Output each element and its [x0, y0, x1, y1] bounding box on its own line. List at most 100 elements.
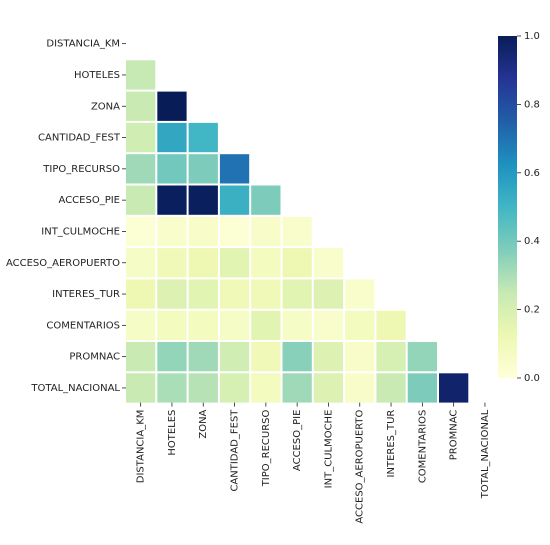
heatmap-cell [345, 279, 375, 309]
heatmap-cell [251, 342, 281, 372]
heatmap-cell [219, 373, 250, 403]
column-label: PROMNAC [449, 410, 460, 461]
heatmap-cell [282, 216, 312, 247]
column-label: INT_CULMOCHE [323, 410, 334, 489]
heatmap-cell [219, 248, 250, 278]
heatmap-cell [251, 373, 281, 403]
heatmap-cell [126, 248, 156, 278]
heatmap-cell [188, 279, 218, 309]
column-label: CANTIDAD_FEST [230, 409, 241, 492]
row-label: INT_CULMOCHE [41, 226, 120, 237]
heatmap-cell [188, 373, 218, 403]
colorbar: 0.0 0.2 0.4 0.6 0.8 1.0 [498, 31, 540, 384]
colorbar-ticks: 0.0 0.2 0.4 0.6 0.8 1.0 [517, 31, 540, 384]
heatmap-cell [157, 185, 187, 215]
colorbar-tick-label: 0.2 [524, 305, 540, 316]
heatmap-cell [282, 342, 312, 372]
heatmap-cell [188, 342, 218, 372]
heatmap-cell [126, 60, 156, 90]
heatmap-cell [157, 91, 187, 121]
heatmap-cell [157, 154, 187, 184]
colorbar-tick-label: 0.6 [524, 168, 540, 179]
row-labels: DISTANCIA_KM HOTELES ZONA CANTIDAD_FEST TIPO… [6, 39, 126, 394]
heatmap-cell [313, 342, 344, 372]
column-label: TIPO_RECURSO [261, 409, 272, 487]
heatmap-cell [313, 373, 344, 403]
heatmap-cell [251, 248, 281, 278]
column-label: COMENTARIOS [417, 410, 428, 484]
heatmap-cell [188, 154, 218, 184]
heatmap-cell [251, 279, 281, 309]
heatmap-cells [126, 60, 469, 403]
heatmap-cell [439, 373, 469, 403]
row-label: TOTAL_NACIONAL [30, 383, 120, 394]
row-label: DISTANCIA_KM [46, 39, 120, 50]
column-label: ACCESO_AEROPUERTO [355, 409, 366, 523]
heatmap-cell [407, 342, 437, 372]
heatmap-cell [126, 342, 156, 372]
heatmap-cell [157, 279, 187, 309]
colorbar-tick-label: 0.4 [524, 236, 540, 247]
heatmap-cell [126, 310, 156, 340]
row-label: ACCESO_AEROPUERTO [6, 258, 120, 269]
heatmap-cell [345, 310, 375, 340]
heatmap-cell [376, 310, 406, 340]
row-label: CANTIDAD_FEST [38, 133, 121, 144]
heatmap-cell [126, 154, 156, 184]
heatmap-cell [313, 248, 344, 278]
heatmap-cell [345, 373, 375, 403]
heatmap-cell [219, 216, 250, 247]
heatmap-cell [188, 310, 218, 340]
heatmap-cell [126, 279, 156, 309]
column-label: HOTELES [167, 410, 178, 456]
colorbar-gradient [498, 36, 517, 378]
heatmap-cell [157, 248, 187, 278]
heatmap-cell [157, 216, 187, 247]
heatmap-cell [376, 373, 406, 403]
heatmap-cell [157, 373, 187, 403]
heatmap-cell [313, 279, 344, 309]
heatmap-cell [345, 342, 375, 372]
heatmap-cell [251, 310, 281, 340]
heatmap-cell [282, 279, 312, 309]
heatmap-cell [282, 310, 312, 340]
heatmap-cell [407, 373, 437, 403]
colorbar-tick-label: 1.0 [524, 31, 540, 42]
heatmap-cell [126, 185, 156, 215]
row-label: ZONA [91, 101, 120, 112]
heatmap-cell [157, 310, 187, 340]
heatmap-cell [219, 154, 250, 184]
row-label: TIPO_RECURSO [42, 164, 120, 175]
column-label: ACCESO_PIE [292, 410, 303, 471]
heatmap-cell [219, 185, 250, 215]
heatmap-cell [126, 373, 156, 403]
heatmap-cell [188, 248, 218, 278]
row-label: ACCESO_PIE [59, 195, 120, 206]
row-label: INTERES_TUR [52, 289, 120, 300]
heatmap-cell [126, 216, 156, 247]
column-label: DISTANCIA_KM [136, 410, 147, 484]
heatmap-cell [219, 310, 250, 340]
colorbar-tick-label: 0.8 [524, 99, 540, 110]
column-label: INTERES_TUR [386, 410, 397, 478]
column-labels: DISTANCIA_KM HOTELES ZONA CANTIDAD_FEST TIPO… [136, 402, 491, 524]
heatmap-cell [313, 310, 344, 340]
heatmap-cell [282, 373, 312, 403]
column-label: ZONA [198, 409, 209, 438]
heatmap-cell [188, 185, 218, 215]
heatmap-cell [219, 342, 250, 372]
heatmap-cell [251, 185, 281, 215]
row-label: HOTELES [74, 70, 120, 81]
heatmap-cell [157, 342, 187, 372]
heatmap-cell [282, 248, 312, 278]
heatmap-cell [126, 122, 156, 153]
heatmap-cell [376, 342, 406, 372]
heatmap-cell [219, 279, 250, 309]
heatmap-cell [188, 216, 218, 247]
heatmap-cell [126, 91, 156, 121]
heatmap-cell [251, 216, 281, 247]
heatmap-cell [188, 122, 218, 153]
column-label: TOTAL_NACIONAL [480, 409, 491, 499]
heatmap-cell [157, 122, 187, 153]
